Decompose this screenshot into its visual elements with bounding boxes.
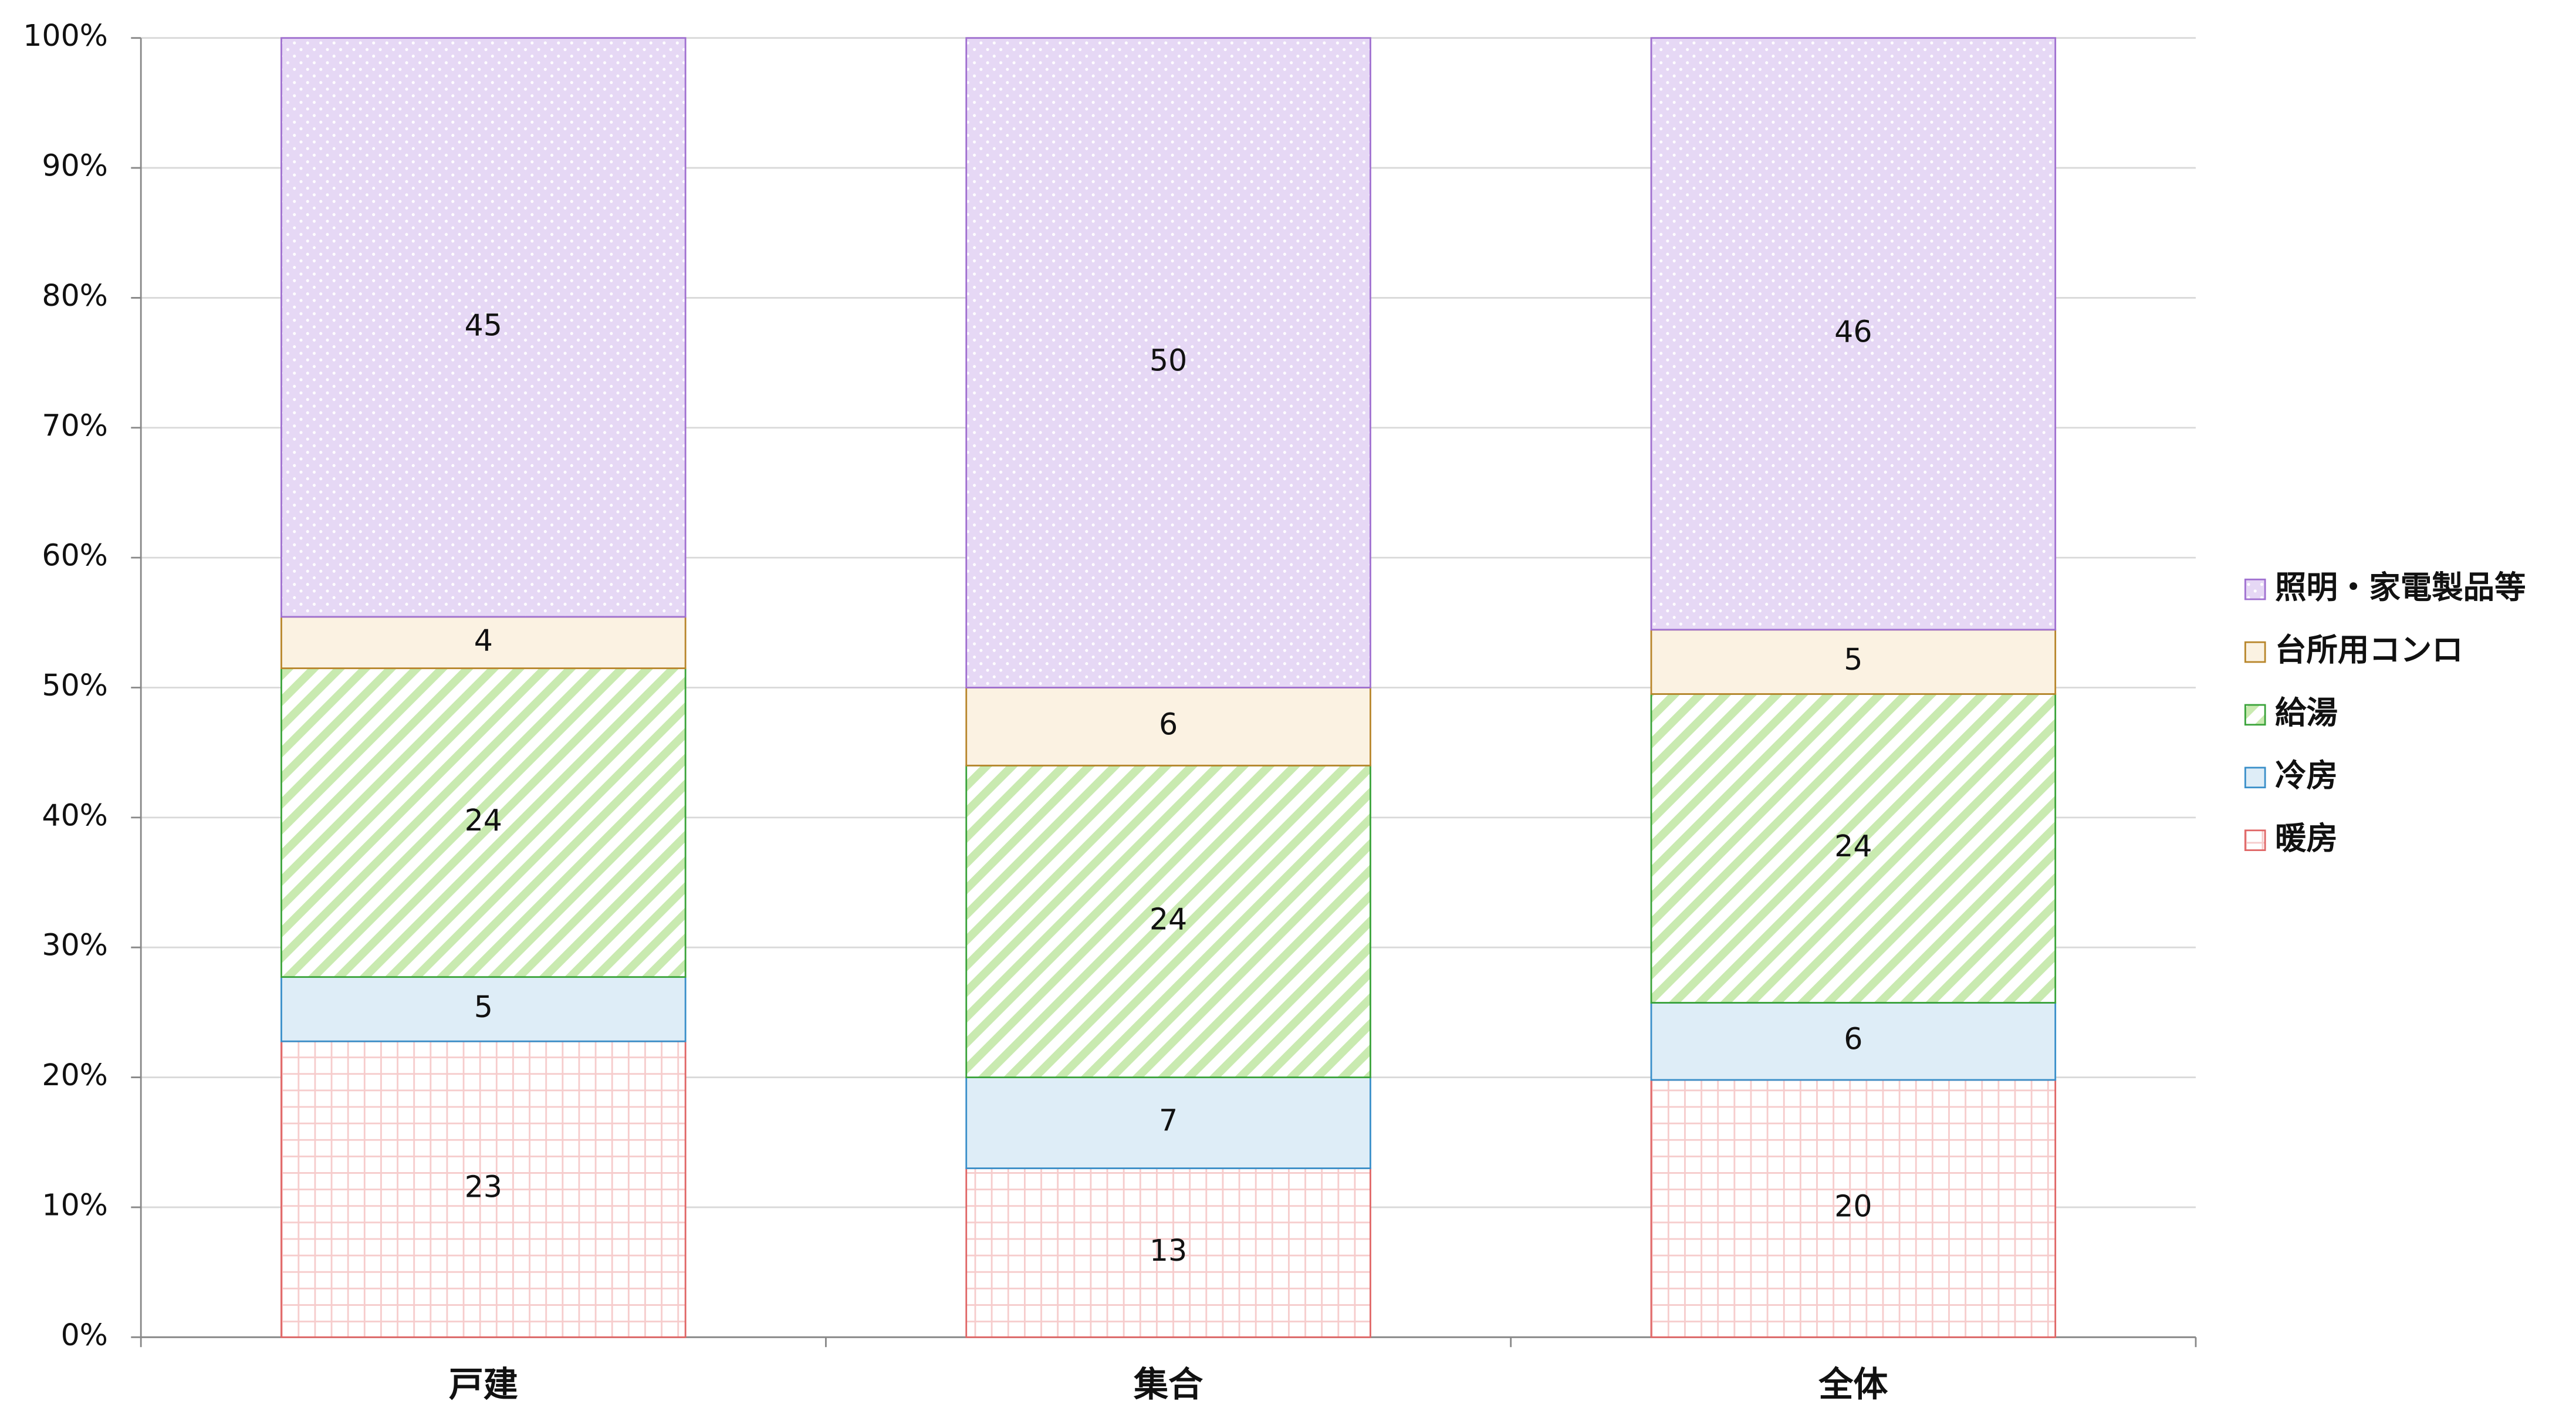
data-label: 23	[465, 1170, 502, 1204]
bar-segment	[965, 687, 1371, 767]
y-tick-label: 0%	[61, 1318, 108, 1352]
bar-segment	[1650, 1002, 2057, 1081]
bar-segment	[1650, 693, 2057, 1004]
x-tick-label: 戸建	[449, 1364, 518, 1405]
data-label: 6	[1844, 1022, 1862, 1056]
y-tick-label: 40%	[42, 798, 107, 832]
y-tick-label: 10%	[42, 1187, 107, 1222]
data-label: 6	[1159, 707, 1178, 741]
bar-segment	[280, 1040, 687, 1338]
data-label: 46	[1834, 314, 1872, 349]
data-label: 45	[465, 308, 502, 342]
legend-label: 台所用コンロ	[2275, 632, 2463, 669]
y-tick-label: 60%	[42, 538, 107, 573]
legend-swatch	[2244, 767, 2266, 789]
data-label: 13	[1150, 1233, 1187, 1268]
bar-segment	[965, 1167, 1371, 1338]
y-tick-label: 90%	[42, 148, 107, 183]
legend-label: 暖房	[2275, 819, 2338, 856]
legend-label: 冷房	[2275, 757, 2338, 794]
bar-segment	[965, 1076, 1371, 1169]
data-label: 24	[465, 803, 502, 838]
bar-segment	[280, 37, 687, 618]
y-tick-label: 30%	[42, 928, 107, 963]
bar-segment	[965, 764, 1371, 1078]
legend-swatch	[2244, 641, 2266, 663]
bar-segment	[965, 37, 1371, 688]
data-label: 24	[1834, 829, 1872, 863]
y-tick-label: 50%	[42, 668, 107, 703]
legend-label: 給湯	[2275, 694, 2338, 731]
data-label: 4	[474, 623, 493, 657]
data-label: 7	[1159, 1103, 1178, 1138]
bar-segment	[1650, 37, 2057, 631]
legend-swatch	[2244, 704, 2266, 726]
bar-segment	[1650, 629, 2057, 695]
data-label: 5	[1844, 642, 1862, 677]
data-label: 5	[474, 990, 493, 1024]
legend-swatch	[2244, 829, 2266, 851]
bar-segment	[280, 976, 687, 1042]
y-tick-label: 100%	[23, 18, 108, 53]
x-tick-label: 全体	[1818, 1364, 1888, 1405]
y-tick-label: 70%	[42, 408, 107, 443]
data-label: 20	[1834, 1189, 1872, 1224]
x-tick-label: 集合	[1133, 1364, 1203, 1405]
y-tick-label: 20%	[42, 1058, 107, 1092]
legend-swatch	[2244, 578, 2266, 600]
y-tick-label: 80%	[42, 278, 107, 313]
data-label: 50	[1150, 343, 1187, 378]
bar-segment	[280, 667, 687, 978]
data-label: 24	[1150, 902, 1187, 936]
legend-label: 照明・家電製品等	[2275, 569, 2526, 606]
bar-segment	[1650, 1079, 2057, 1338]
